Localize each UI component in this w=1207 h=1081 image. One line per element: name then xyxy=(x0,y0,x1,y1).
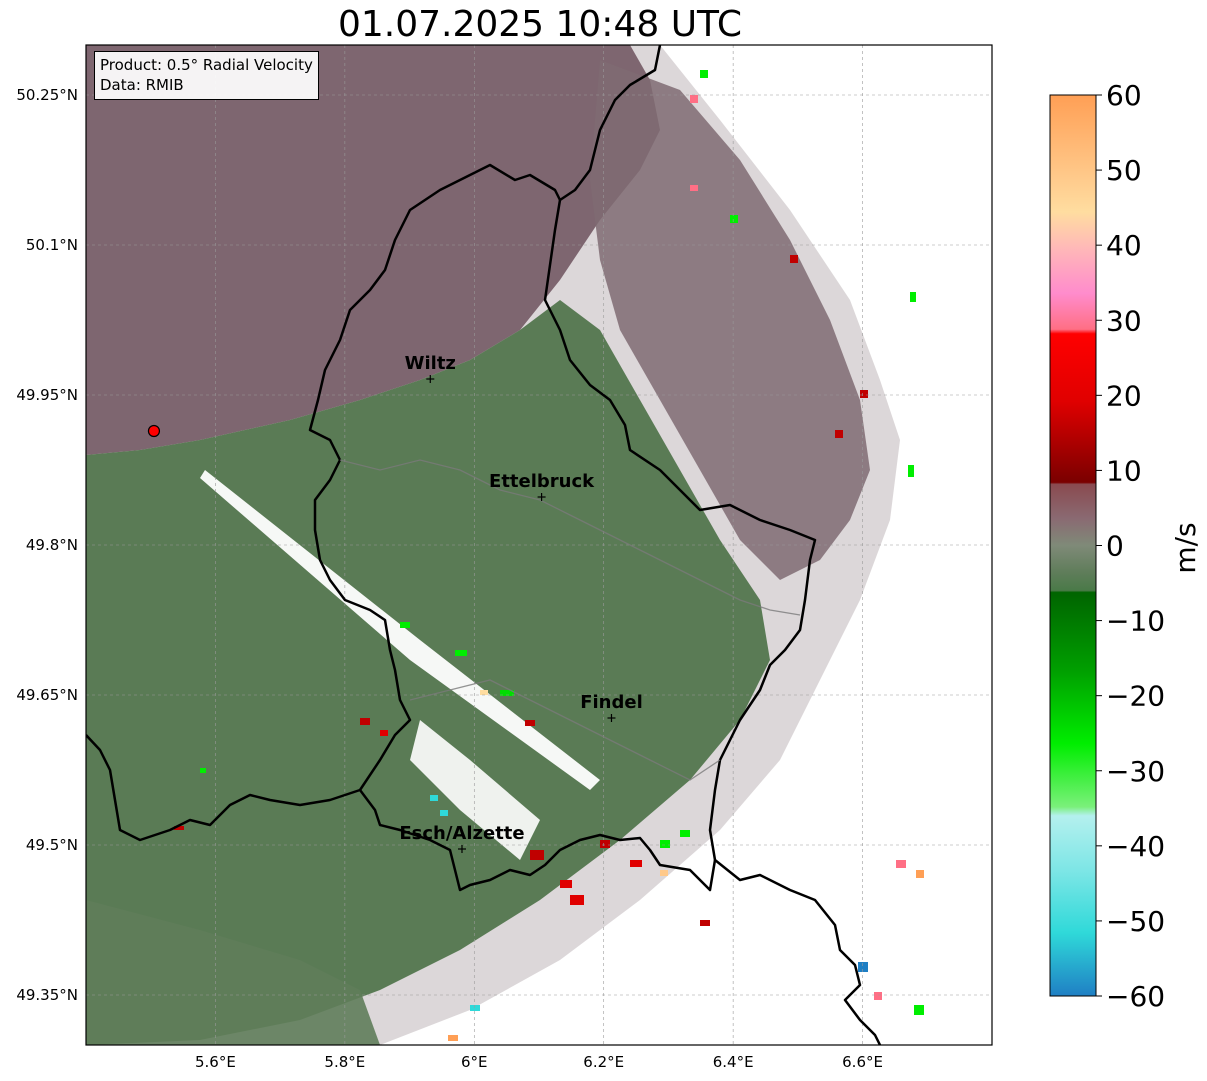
y-axis-tick-labels: 50.25°N 50.1°N 49.95°N 49.8°N 49.65°N 49.5°N 4… xyxy=(16,86,78,1004)
city-label: Findel xyxy=(580,692,643,713)
city-labels: Wiltz Ettelbruck Findel Esch/Alzette xyxy=(399,353,643,853)
y-tick-label: 49.8°N xyxy=(26,536,78,554)
beam-blockage-wedge xyxy=(200,470,600,790)
colorbar-unit-label: m/s xyxy=(1169,522,1202,573)
city-ettelbruck: Ettelbruck xyxy=(489,471,595,501)
y-tick-label: 50.1°N xyxy=(26,236,78,254)
colorbar: 60 50 40 30 20 10 0 −10 −20 −30 −40 −50 −60 m/s xyxy=(1049,79,1202,1013)
x-axis-tick-labels: 5.6°E 5.8°E 6°E 6.2°E 6.4°E 6.6°E xyxy=(195,1053,883,1071)
colorbar-tick-label: 10 xyxy=(1106,454,1142,487)
colorbar-tick-label: −10 xyxy=(1106,605,1165,638)
radar-echo-receding xyxy=(86,45,870,580)
map-frame xyxy=(85,44,993,1046)
x-tick-label: 5.6°E xyxy=(195,1053,236,1071)
city-wiltz: Wiltz xyxy=(405,353,456,383)
x-tick-label: 6°E xyxy=(461,1053,488,1071)
y-tick-label: 49.65°N xyxy=(16,686,78,704)
radar-velocity-layer xyxy=(86,45,992,1045)
x-tick-label: 6.6°E xyxy=(842,1053,883,1071)
data-source-label: Data: RMIB xyxy=(100,76,184,94)
city-label: Wiltz xyxy=(405,353,456,374)
colorbar-tick-label: 30 xyxy=(1106,304,1142,337)
colorbar-tick-labels: 60 50 40 30 20 10 0 −10 −20 −30 −40 −50 −60 xyxy=(1096,79,1165,1013)
city-findel: Findel xyxy=(580,692,643,722)
x-tick-label: 6.4°E xyxy=(713,1053,754,1071)
colorbar-tick-label: −60 xyxy=(1106,980,1165,1013)
scattered-echoes xyxy=(174,70,924,1041)
colorbar-tick-label: 40 xyxy=(1106,229,1142,262)
x-tick-label: 5.8°E xyxy=(324,1053,365,1071)
colorbar-tick-label: 0 xyxy=(1106,530,1124,563)
y-tick-label: 49.95°N xyxy=(16,386,78,404)
y-tick-label: 49.5°N xyxy=(26,836,78,854)
country-boundaries xyxy=(86,45,882,1045)
product-info-box: Product: 0.5° Radial Velocity Data: RMIB xyxy=(94,51,319,100)
colorbar-tick-label: 50 xyxy=(1106,154,1142,187)
city-label: Esch/Alzette xyxy=(399,823,524,844)
colorbar-tick-label: 60 xyxy=(1106,79,1142,112)
colorbar-tick-label: −40 xyxy=(1106,830,1165,863)
colorbar-tick-label: −20 xyxy=(1106,680,1165,713)
city-esch-alzette: Esch/Alzette xyxy=(399,823,525,853)
colorbar-tick-label: 20 xyxy=(1106,379,1142,412)
colorbar-gradient xyxy=(1049,94,1097,997)
admin-boundaries xyxy=(339,459,801,781)
colorbar-tick-label: −50 xyxy=(1106,905,1165,938)
radar-site-marker xyxy=(147,424,161,438)
product-label: Product: 0.5° Radial Velocity xyxy=(100,56,313,74)
colorbar-tick-label: −30 xyxy=(1106,755,1165,788)
y-tick-label: 49.35°N xyxy=(16,986,78,1004)
y-tick-label: 50.25°N xyxy=(16,86,78,104)
map-title: 01.07.2025 10:48 UTC xyxy=(337,4,743,45)
x-tick-label: 6.2°E xyxy=(583,1053,624,1071)
city-label: Ettelbruck xyxy=(489,471,595,492)
